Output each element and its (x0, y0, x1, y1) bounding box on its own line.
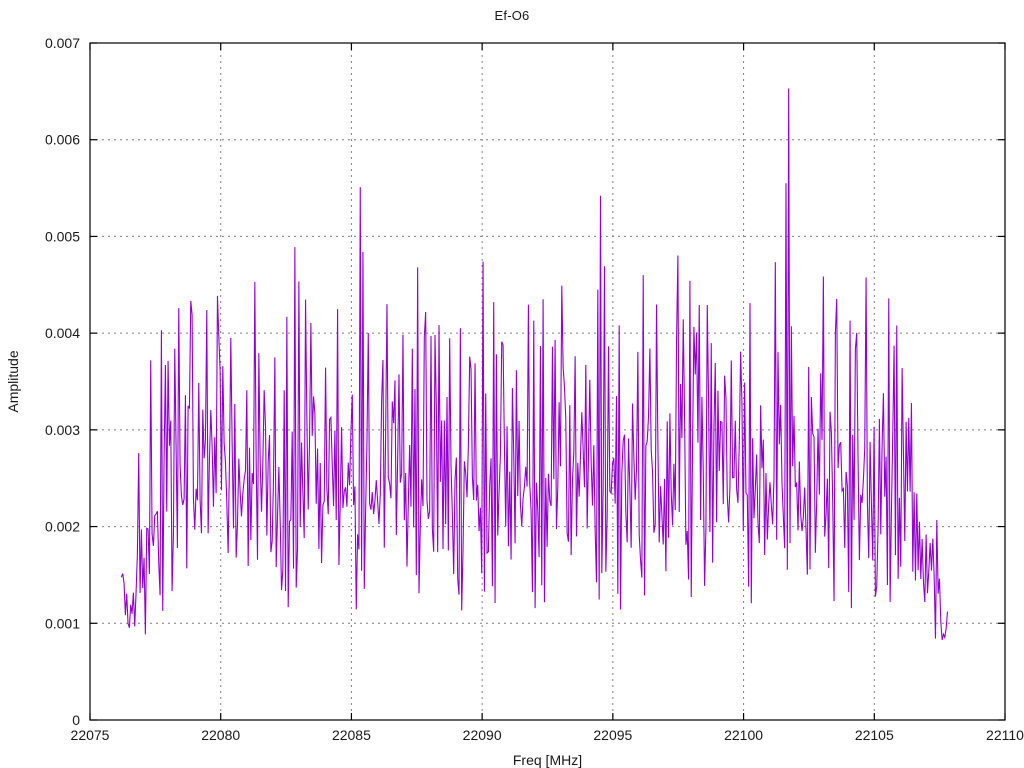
x-tick-labels: 22075 22080 22085 22090 22095 22100 22105 22110 (71, 727, 1024, 743)
x-tick-label: 22080 (201, 727, 240, 743)
x-tick-label: 22110 (986, 727, 1024, 743)
y-tick-label: 0.006 (45, 132, 80, 148)
tick-marks (89, 42, 1006, 721)
x-tick-label: 22095 (593, 727, 632, 743)
x-tick-label: 22085 (332, 727, 371, 743)
data-trace (120, 88, 949, 641)
page-title: Ef-O6 (494, 8, 530, 23)
y-tick-label: 0.005 (45, 228, 80, 244)
y-tick-label: 0.002 (45, 519, 80, 535)
x-tick-label: 22105 (855, 727, 894, 743)
x-tick-label: 22075 (71, 727, 110, 743)
x-axis-title: Freq [MHz] (513, 752, 582, 768)
plot-border (89, 42, 1006, 721)
y-tick-label: 0.003 (45, 422, 80, 438)
y-tick-label: 0.007 (45, 35, 80, 51)
x-tick-label: 22090 (463, 727, 502, 743)
y-tick-label: 0.001 (45, 615, 80, 631)
y-tick-label: 0.004 (45, 325, 80, 341)
y-axis-title: Amplitude (5, 350, 21, 412)
y-tick-label: 0 (72, 712, 80, 728)
grid-lines (90, 43, 1005, 720)
y-tick-labels: 0 0.001 0.002 0.003 0.004 0.005 0.006 0.007 (45, 35, 80, 728)
x-tick-label: 22100 (724, 727, 763, 743)
spectrum-line (120, 88, 949, 641)
